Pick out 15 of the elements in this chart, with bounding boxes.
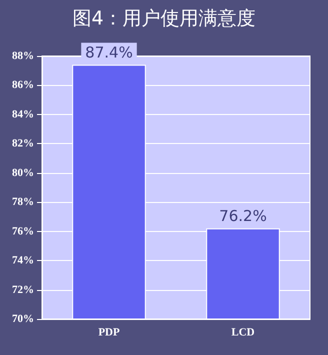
y-tick-label: 88% (12, 50, 34, 62)
y-tick-label: 80% (12, 166, 34, 179)
data-label: 76.2% (219, 206, 267, 225)
data-label: 87.4% (85, 43, 133, 62)
y-tick-label: 70% (12, 313, 34, 325)
y-tick-label: 86% (12, 79, 34, 92)
y-tick-label: 72% (12, 284, 34, 296)
y-tick-label: 78% (12, 196, 34, 208)
y-tick-label: 84% (12, 108, 34, 120)
chart-title: 图4：用户使用满意度 (72, 8, 256, 30)
y-tick-label: 82% (12, 138, 34, 150)
y-tick-label: 74% (12, 254, 34, 267)
x-tick-label: PDP (98, 326, 120, 338)
y-tick-label: 76% (12, 225, 34, 238)
x-tick-label: LCD (231, 326, 255, 338)
